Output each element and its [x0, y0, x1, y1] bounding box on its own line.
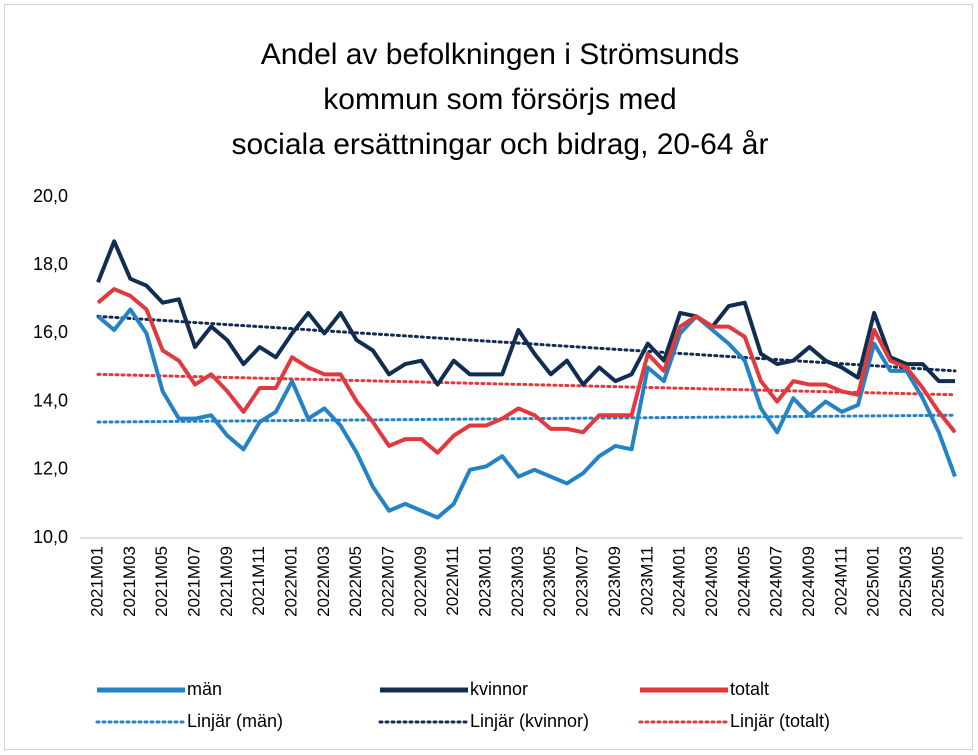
legend-label: Linjär (totalt) [730, 711, 830, 731]
trend-line [96, 413, 957, 424]
x-tick-label: 2025M03 [896, 546, 915, 617]
x-tick-label: 2023M01 [476, 546, 495, 617]
chart-title: kommun som försörjs med [323, 83, 676, 116]
trend-line [96, 372, 957, 397]
legend-label: män [187, 679, 222, 699]
y-tick-label: 12,0 [33, 459, 68, 479]
x-tick-label: 2021M01 [87, 546, 106, 617]
data-line [96, 287, 957, 455]
x-tick-label: 2022M11 [443, 546, 462, 616]
x-tick-label: 2021M05 [152, 546, 171, 617]
x-tick-label: 2022M07 [379, 546, 398, 617]
y-tick-label: 10,0 [33, 527, 68, 547]
x-tick-label: 2024M09 [799, 546, 818, 617]
legend-label: Linjär (män) [187, 711, 283, 731]
y-tick-label: 16,0 [33, 322, 68, 342]
data-line [96, 239, 955, 387]
x-tick-label: 2024M01 [670, 546, 689, 617]
x-tick-label: 2022M09 [411, 546, 430, 617]
x-tick-label: 2023M09 [605, 546, 624, 617]
x-tick-label: 2025M01 [864, 546, 883, 617]
x-tick-label: 2023M07 [573, 546, 592, 617]
x-tick-label: 2023M05 [540, 546, 559, 617]
y-tick-label: 14,0 [33, 390, 68, 410]
x-tick-label: 2022M05 [346, 546, 365, 617]
x-tick-label: 2022M01 [282, 546, 301, 617]
chart-title: Andel av befolkningen i Strömsunds [261, 38, 740, 71]
chart-frame [4, 4, 973, 750]
x-tick-label: 2021M07 [185, 546, 204, 617]
x-tick-label: 2023M11 [637, 546, 656, 616]
x-tick-label: 2024M03 [702, 546, 721, 617]
x-tick-label: 2021M11 [249, 546, 268, 616]
x-tick-label: 2024M05 [734, 546, 753, 617]
x-tick-label: 2024M07 [767, 546, 786, 617]
data-line [96, 307, 957, 520]
x-tick-label: 2023M03 [508, 546, 527, 617]
legend-label: kvinnor [470, 679, 528, 699]
legend-label: Linjär (kvinnor) [470, 711, 589, 731]
chart-title: sociala ersättningar och bidrag, 20-64 å… [232, 128, 769, 161]
x-tick-label: 2021M09 [217, 546, 236, 617]
x-tick-label: 2022M03 [314, 546, 333, 617]
x-tick-label: 2025M05 [928, 546, 947, 617]
legend-label: totalt [730, 679, 769, 699]
y-tick-label: 18,0 [33, 254, 68, 274]
x-tick-label: 2024M11 [831, 546, 850, 616]
y-tick-label: 20,0 [33, 186, 68, 206]
x-tick-label: 2021M03 [120, 546, 139, 617]
